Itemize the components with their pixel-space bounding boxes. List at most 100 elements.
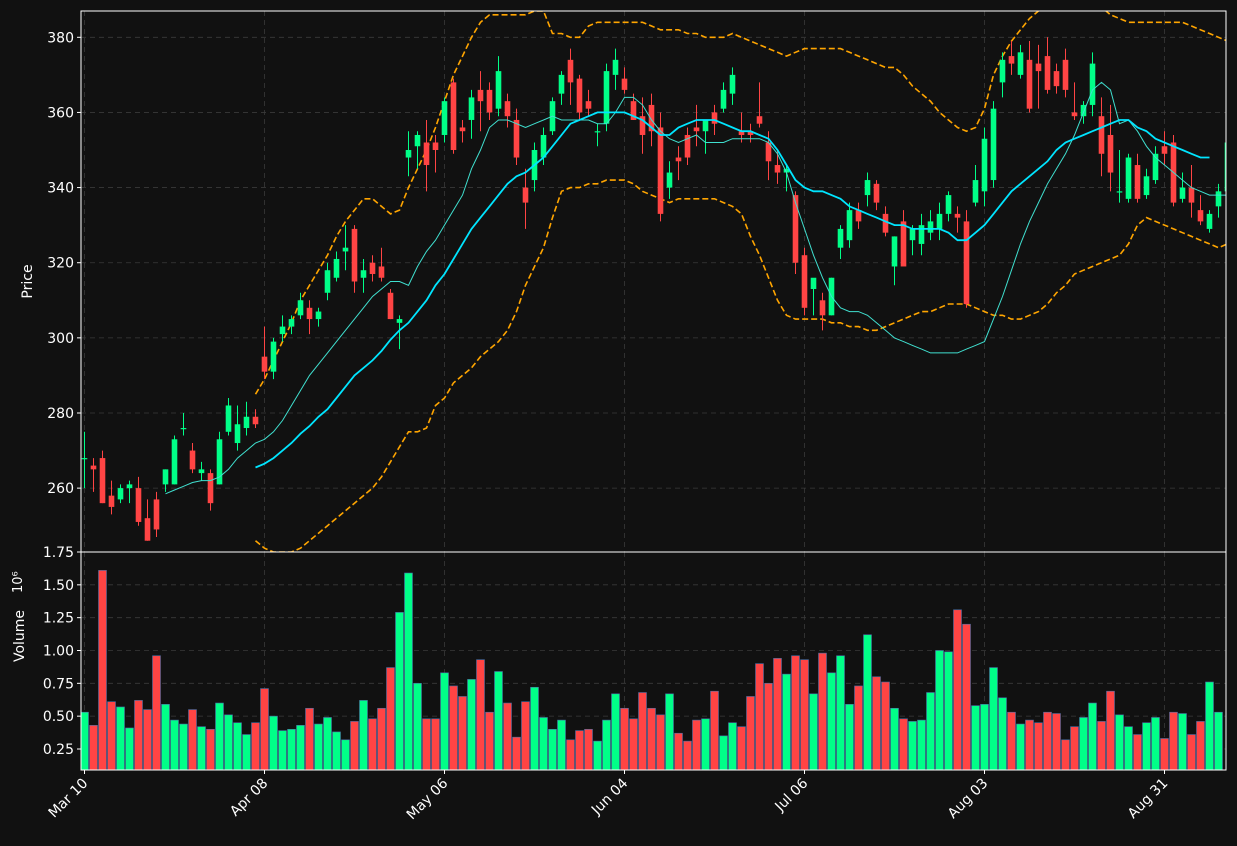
candle-body — [595, 131, 601, 132]
candle-body — [604, 71, 610, 124]
candlestick — [262, 327, 268, 380]
candle-body — [343, 248, 349, 252]
candle-body — [127, 484, 133, 488]
volume-bar — [351, 721, 359, 770]
volume-bars — [81, 570, 1223, 770]
price-plot — [82, 0, 1237, 552]
candle-body — [442, 101, 448, 135]
price-panel-frame — [81, 11, 1226, 552]
candle-body — [586, 101, 592, 109]
candlestick — [1135, 154, 1141, 203]
volume-bar — [999, 698, 1007, 770]
price-tick-label: 320 — [47, 256, 74, 272]
volume-bar — [117, 707, 125, 770]
volume-bar — [378, 708, 386, 770]
candlestick — [1054, 64, 1060, 94]
volume-bar — [1134, 735, 1142, 770]
candlestick — [1090, 52, 1096, 116]
volume-bar — [450, 686, 458, 770]
candlestick — [1063, 49, 1069, 98]
volume-bar — [594, 741, 602, 770]
candle-body — [1090, 64, 1096, 105]
volume-bar — [441, 673, 449, 770]
volume-bar — [1206, 682, 1214, 770]
candle-body — [658, 127, 664, 213]
candlestick — [1108, 105, 1114, 191]
candle-body — [1126, 158, 1132, 199]
candle-body — [964, 221, 970, 304]
volume-bar — [1161, 738, 1169, 770]
volume-bar — [1044, 712, 1052, 770]
candlestick — [892, 236, 898, 285]
candlestick — [802, 248, 808, 316]
volume-bar — [99, 570, 107, 770]
volume-bar — [162, 704, 170, 770]
price-tick-label: 300 — [47, 331, 74, 347]
volume-bar — [585, 729, 593, 770]
volume-bar — [180, 724, 188, 770]
candle-body — [1162, 146, 1168, 154]
candle-body — [820, 300, 826, 315]
candlestick — [739, 112, 745, 142]
candle-body — [955, 214, 961, 218]
volume-bar — [333, 732, 341, 770]
candlestick — [523, 169, 529, 229]
volume-bar — [369, 719, 377, 770]
candle-body — [361, 270, 367, 278]
candlestick — [757, 82, 763, 127]
candle-body — [1009, 56, 1015, 64]
candle-body — [703, 120, 709, 131]
volume-bar — [477, 660, 485, 770]
candlestick — [505, 94, 511, 128]
volume-bar — [1179, 714, 1187, 770]
candlestick — [406, 131, 412, 176]
volume-bar — [108, 702, 116, 770]
volume-bar — [765, 683, 773, 770]
candle-body — [1198, 210, 1204, 221]
volume-bar — [432, 719, 440, 770]
candlestick — [478, 71, 484, 131]
candlestick — [514, 109, 520, 165]
volume-bar — [846, 704, 854, 770]
candle-body — [496, 71, 502, 109]
volume-bar — [1071, 727, 1079, 770]
volume-bar — [819, 653, 827, 770]
volume-bar — [864, 635, 872, 770]
volume-bar — [495, 672, 503, 770]
candle-body — [991, 109, 997, 180]
candle-body — [253, 417, 259, 425]
candle-body — [163, 469, 169, 484]
volume-bar — [1035, 723, 1043, 770]
candle-body — [919, 225, 925, 244]
volume-bar — [198, 727, 206, 770]
price-tick-label: 260 — [47, 481, 74, 497]
candle-body — [1135, 165, 1141, 199]
candlestick — [1216, 184, 1222, 218]
volume-bar — [1125, 727, 1133, 770]
candle-body — [109, 496, 115, 507]
candlestick — [244, 402, 250, 436]
candle-body — [82, 458, 88, 459]
candle-body — [451, 82, 457, 150]
candlestick — [172, 436, 178, 485]
candle-body — [487, 90, 493, 113]
candle-body — [901, 221, 907, 266]
volume-bar — [927, 693, 935, 770]
candle-body — [1099, 116, 1105, 154]
volume-bar — [1098, 721, 1106, 770]
date-tick-label: Aug 03 — [945, 776, 991, 822]
candlestick — [748, 124, 754, 143]
candlestick — [469, 90, 475, 139]
candle-body — [478, 90, 484, 101]
candle-body — [775, 165, 781, 173]
candlestick — [91, 458, 97, 492]
volume-bar — [1152, 717, 1160, 770]
candlestick — [856, 203, 862, 229]
candle-body — [325, 270, 331, 293]
candlestick — [253, 409, 259, 428]
candlestick — [208, 469, 214, 510]
candle-body — [811, 278, 817, 289]
candle-body — [433, 142, 439, 150]
candlestick — [433, 135, 439, 173]
candle-body — [181, 428, 187, 429]
